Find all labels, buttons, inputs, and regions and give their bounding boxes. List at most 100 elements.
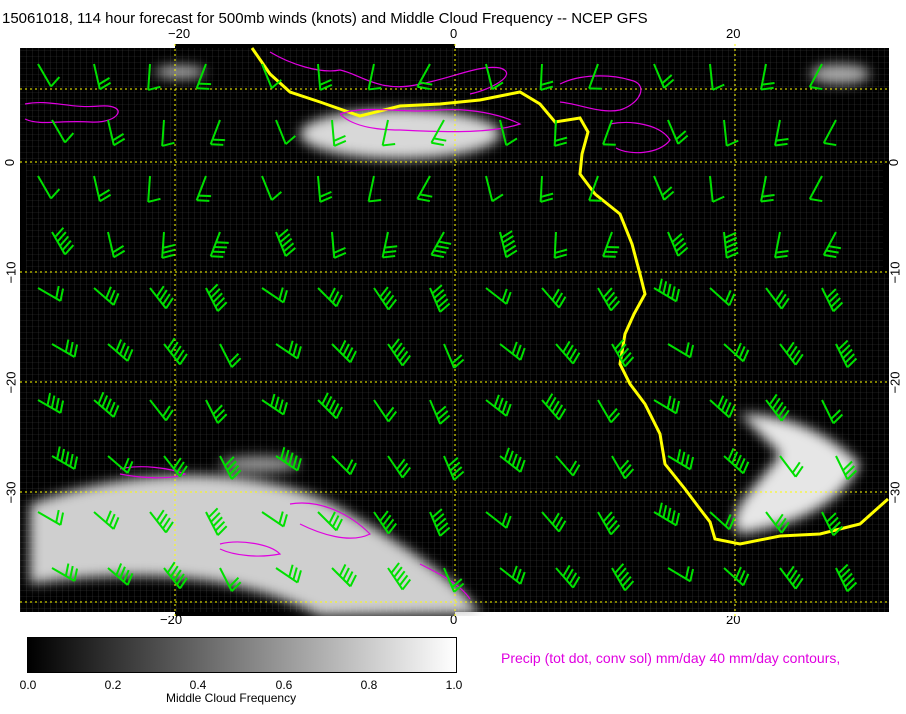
wind-barb (499, 565, 526, 585)
wind-barb (367, 63, 382, 91)
wind-barb (331, 455, 357, 476)
wind-barb (597, 511, 621, 536)
left-y-tick-minus20: −20 (3, 371, 19, 394)
left-y-tick-minus30: −30 (3, 481, 19, 504)
right-y-tick-minus10: −10 (887, 261, 903, 284)
top-frame-segment-2 (455, 44, 735, 48)
wind-barb (373, 510, 398, 535)
wind-barb (555, 340, 581, 365)
left-y-tick-minus10: −10 (3, 261, 19, 284)
wind-barb (597, 287, 621, 312)
bottom-x-tick-0: 0 (450, 612, 458, 627)
colorbar-tick-3: 0.6 (275, 678, 293, 692)
wind-barb (209, 119, 226, 146)
wind-barb (317, 175, 333, 203)
wind-barb (653, 278, 681, 303)
wind-barb (723, 342, 750, 363)
wind-barb (37, 175, 61, 200)
wind-barb (541, 393, 567, 421)
wind-barb (93, 63, 112, 91)
wind-barb (261, 511, 288, 528)
wind-barb (37, 63, 61, 88)
wind-barb (499, 447, 526, 473)
wind-barb (205, 399, 228, 424)
wind-barb (387, 562, 412, 591)
colorbar (27, 637, 457, 673)
wind-barb (653, 175, 675, 201)
wind-barb (611, 563, 635, 592)
wind-barb (822, 231, 842, 259)
wind-barb (149, 509, 174, 534)
colorbar-tick-1: 0.2 (104, 678, 122, 692)
wind-barb (93, 510, 120, 530)
wind-barb (821, 287, 844, 313)
wind-barb (443, 455, 465, 481)
wind-barb (51, 446, 79, 470)
wind-barb (667, 566, 695, 583)
colorbar-tick-0: 0.0 (19, 678, 37, 692)
wind-barb (149, 399, 174, 422)
wind-barb (499, 119, 518, 147)
left-y-tick-0: 0 (2, 158, 18, 167)
wind-barb (275, 119, 297, 145)
map-plot (20, 44, 889, 616)
wind-barb (667, 449, 695, 471)
wind-barb (331, 119, 347, 147)
wind-barb (821, 511, 844, 537)
wind-barb (331, 340, 357, 364)
wind-barb (195, 175, 212, 202)
wind-barb (779, 565, 804, 590)
wind-barb (822, 119, 837, 147)
wind-barb (331, 564, 357, 588)
right-frame-segment (883, 164, 889, 274)
wind-barb (611, 339, 635, 368)
wind-barb (667, 119, 689, 145)
cloud-band-southwest (30, 475, 480, 616)
wind-barb (107, 455, 134, 474)
wind-barb (499, 341, 526, 361)
wind-barb (430, 231, 452, 259)
wind-barb (539, 63, 554, 91)
wind-barb (161, 231, 176, 259)
wind-barb (261, 393, 288, 416)
wind-barb (541, 511, 567, 533)
wind-barb (602, 231, 620, 258)
wind-barb (835, 563, 858, 593)
wind-barb (195, 63, 212, 90)
graticule (20, 44, 889, 616)
wind-barb (163, 561, 188, 590)
wind-barb (765, 393, 790, 422)
right-y-tick-minus30: −30 (887, 481, 903, 504)
wind-barb (373, 286, 398, 311)
wind-barb (430, 119, 447, 147)
wind-barb (51, 119, 75, 144)
wind-barb (219, 567, 242, 592)
wind-barb (667, 342, 695, 359)
wind-barb (429, 399, 451, 425)
wind-barb (541, 287, 567, 309)
wind-barb (821, 399, 844, 425)
wind-barb (485, 287, 512, 305)
wind-barb (416, 175, 433, 203)
wind-barb (219, 455, 242, 480)
wind-barb (205, 283, 228, 312)
wind-barb (723, 566, 750, 587)
wind-barb (275, 228, 297, 257)
wind-barb (653, 395, 681, 415)
wind-barb (553, 231, 568, 259)
colorbar-tick-5: 1.0 (445, 678, 463, 692)
wind-barb (553, 119, 568, 147)
top-x-tick-0: 0 (450, 26, 458, 41)
wind-barb (261, 63, 283, 89)
cloud-patch-nw (155, 66, 205, 78)
wind-barb (499, 230, 518, 259)
wind-barb (443, 567, 465, 593)
wind-barb (387, 455, 412, 479)
wind-barb (835, 455, 858, 481)
wind-barb (37, 285, 65, 302)
wind-barb (51, 227, 75, 256)
wind-barb (219, 343, 242, 368)
cloud-patch-north (300, 109, 500, 159)
wind-barb (485, 63, 504, 91)
right-y-tick-minus20: −20 (887, 371, 903, 394)
